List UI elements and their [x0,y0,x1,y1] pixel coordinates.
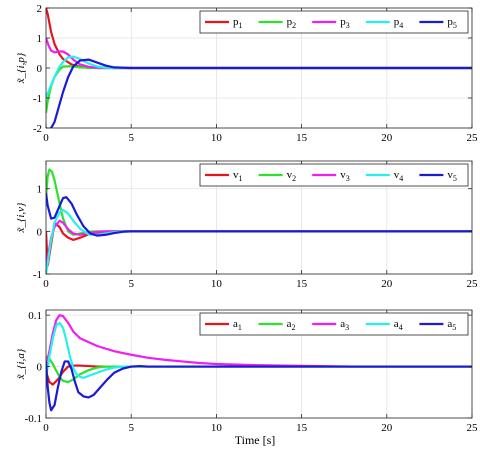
y-tick-label: 0.1 [28,310,42,322]
y-tick-label: 1 [37,33,43,45]
legend-label-v2: v2 [287,169,297,183]
x-tick-label: 25 [467,278,479,290]
x-tick-label: 0 [43,132,49,144]
y-tick-label: 0 [37,362,43,374]
y-tick-label: 2 [37,3,43,15]
y-tick-label: -0.1 [25,413,42,425]
panel-3: 0 5 10 15 20 25-0.100.1x̃_{i,a}Time [s]a1 a2 a3… [15,309,479,447]
series-line-v5 [46,192,472,237]
legend-label-a4: a4 [394,318,403,332]
x-tick-label: 20 [381,278,393,290]
y-axis-label: x̃_{i,p} [15,52,27,84]
y-tick-label: -1 [33,93,42,105]
x-tick-label: 15 [296,278,308,290]
y-axis-label: x̃_{i,a} [15,348,27,380]
panel-1: 0 5 10 15 20 25 -2 -1 0 1 2 x̃_{i,p} p1 p2 p3 p4 p5 [15,3,478,144]
series-line-p5 [46,58,472,128]
legend-label-v3: v3 [340,169,350,183]
x-tick-label: 25 [467,132,479,144]
legend-label-p2: p2 [287,16,297,30]
y-tick-label: -1 [33,269,42,281]
legend-label-p3: p3 [340,16,350,30]
legend-label-a5: a5 [447,318,456,332]
y-tick-label: 1 [37,184,43,196]
x-tick-label: 15 [296,422,308,434]
y-tick-label: 0 [37,226,43,238]
x-tick-label: 0 [43,422,49,434]
legend-label-a3: a3 [340,318,349,332]
legend-label-p4: p4 [394,16,404,30]
legend-label-v1: v1 [233,169,243,183]
series-line-a4 [46,321,472,379]
axes-frame [45,309,473,419]
legend-label-p1: p1 [233,16,243,30]
legend-label-v5: v5 [447,169,457,183]
x-axis-label: Time [s] [235,433,276,447]
y-axis-label: x̃_{i,v} [15,202,27,233]
legend: p1 p2 p3 p4 p5 [199,10,469,34]
legend: a1 a2 a3 a4 a5 [199,312,469,336]
legend-label-a2: a2 [287,318,296,332]
y-tick-label: 0 [37,63,43,75]
x-tick-label: 25 [467,422,479,434]
x-tick-label: 0 [43,278,49,290]
axes-frame [45,160,473,275]
legend-label-v4: v4 [394,169,404,183]
x-tick-label: 20 [381,422,393,434]
x-tick-label: 20 [381,132,393,144]
legend: v1 v2 v3 v4 v5 [199,163,469,187]
y-tick-label: -2 [33,123,42,135]
x-tick-label: 15 [296,132,308,144]
x-tick-label: 5 [128,278,134,290]
legend-label-p5: p5 [447,16,457,30]
x-tick-label: 10 [211,278,223,290]
x-tick-label: 5 [128,422,134,434]
legend-label-a1: a1 [233,318,242,332]
series-line-a5 [46,360,472,412]
x-tick-label: 10 [211,422,223,434]
x-tick-label: 10 [211,132,223,144]
x-tick-label: 5 [128,132,134,144]
